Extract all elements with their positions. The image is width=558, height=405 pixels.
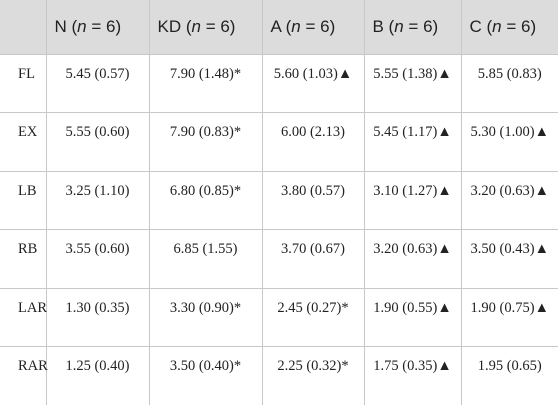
table-cell: 2.25 (0.32)* xyxy=(261,346,364,405)
table-cell: 1.95 (0.65) xyxy=(460,346,558,405)
table-row: RB 3.55 (0.60) 6.85 (1.55) 3.70 (0.67) 3… xyxy=(0,229,558,288)
table-cell: 5.45 (0.57) xyxy=(45,54,149,113)
table-cell: 1.25 (0.40) xyxy=(45,346,149,405)
table-cell: 7.90 (1.48)* xyxy=(148,54,262,113)
table-cell: 5.60 (1.03)▲ xyxy=(261,54,364,113)
table-row: FL 5.45 (0.57) 7.90 (1.48)* 5.60 (1.03)▲… xyxy=(0,54,558,113)
table-cell: 5.55 (1.38)▲ xyxy=(363,54,461,113)
table-cell: 6.00 (2.13) xyxy=(261,112,364,171)
table-cell: 1.90 (0.55)▲ xyxy=(363,288,461,347)
row-label: LB xyxy=(18,182,37,199)
table-row: RAR 1.25 (0.40) 3.50 (0.40)* 2.25 (0.32)… xyxy=(0,346,558,405)
table-row: LB 3.25 (1.10) 6.80 (0.85)* 3.80 (0.57) … xyxy=(0,171,558,230)
table-cell: 3.25 (1.10) xyxy=(45,171,149,230)
row-label: EX xyxy=(18,124,38,140)
table-cell: 1.90 (0.75)▲ xyxy=(460,288,558,347)
table-cell: 2.45 (0.27)* xyxy=(261,288,364,347)
row-label: LAR xyxy=(18,299,47,316)
table-cell: 1.75 (0.35)▲ xyxy=(363,346,461,405)
table-cell: 6.80 (0.85)* xyxy=(148,171,262,230)
table-cell: 7.90 (0.83)* xyxy=(148,112,262,171)
table-cell: 3.80 (0.57) xyxy=(261,171,364,230)
header-cell-group-a: A (n = 6) xyxy=(261,0,364,54)
table-body: FL 5.45 (0.57) 7.90 (1.48)* 5.60 (1.03)▲… xyxy=(0,54,558,405)
table-cell: 1.30 (0.35) xyxy=(45,288,149,347)
table-cell: 3.20 (0.63)▲ xyxy=(460,171,558,230)
table-cell: 3.10 (1.27)▲ xyxy=(363,171,461,230)
table-cell: 5.55 (0.60) xyxy=(45,112,149,171)
table-cell: 3.55 (0.60) xyxy=(45,229,149,288)
header-cell-group-c: C (n = 6) xyxy=(460,0,558,54)
row-label: FL xyxy=(18,65,35,82)
table-cell: 5.45 (1.17)▲ xyxy=(363,112,461,171)
row-label: RAR xyxy=(18,358,48,374)
row-label: RB xyxy=(18,241,38,257)
header-cell-group-n: N (n = 6) xyxy=(45,0,149,54)
table-cell: 3.70 (0.67) xyxy=(261,229,364,288)
table-header: N (n = 6) KD (n = 6) A (n = 6) B (n = 6)… xyxy=(0,0,558,54)
table-cell: 5.85 (0.83) xyxy=(460,54,558,113)
table-cell: 3.20 (0.63)▲ xyxy=(363,229,461,288)
header-cell-group-b: B (n = 6) xyxy=(363,0,461,54)
table-cell: 3.30 (0.90)* xyxy=(148,288,262,347)
header-cell-group-kd: KD (n = 6) xyxy=(148,0,262,54)
table-row: EX 5.55 (0.60) 7.90 (0.83)* 6.00 (2.13) … xyxy=(0,112,558,171)
header-row: N (n = 6) KD (n = 6) A (n = 6) B (n = 6)… xyxy=(0,0,558,54)
header-cell-empty xyxy=(0,0,46,54)
table-row: LAR 1.30 (0.35) 3.30 (0.90)* 2.45 (0.27)… xyxy=(0,288,558,347)
table-cell: 3.50 (0.40)* xyxy=(148,346,262,405)
table-cell: 3.50 (0.43)▲ xyxy=(460,229,558,288)
table-cell: 5.30 (1.00)▲ xyxy=(460,112,558,171)
table-cell: 6.85 (1.55) xyxy=(148,229,262,288)
